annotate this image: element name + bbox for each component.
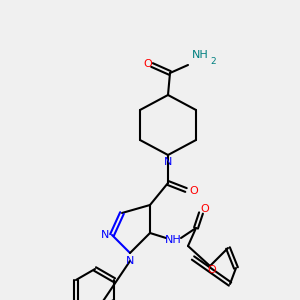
Text: O: O (208, 265, 216, 275)
Text: O: O (201, 204, 209, 214)
Text: N: N (126, 256, 134, 266)
Text: N: N (164, 157, 172, 167)
Text: NH: NH (165, 235, 182, 245)
Text: O: O (144, 59, 152, 69)
Text: N: N (101, 230, 109, 240)
Text: O: O (190, 186, 198, 196)
Text: 2: 2 (210, 56, 216, 65)
Text: NH: NH (192, 50, 208, 60)
